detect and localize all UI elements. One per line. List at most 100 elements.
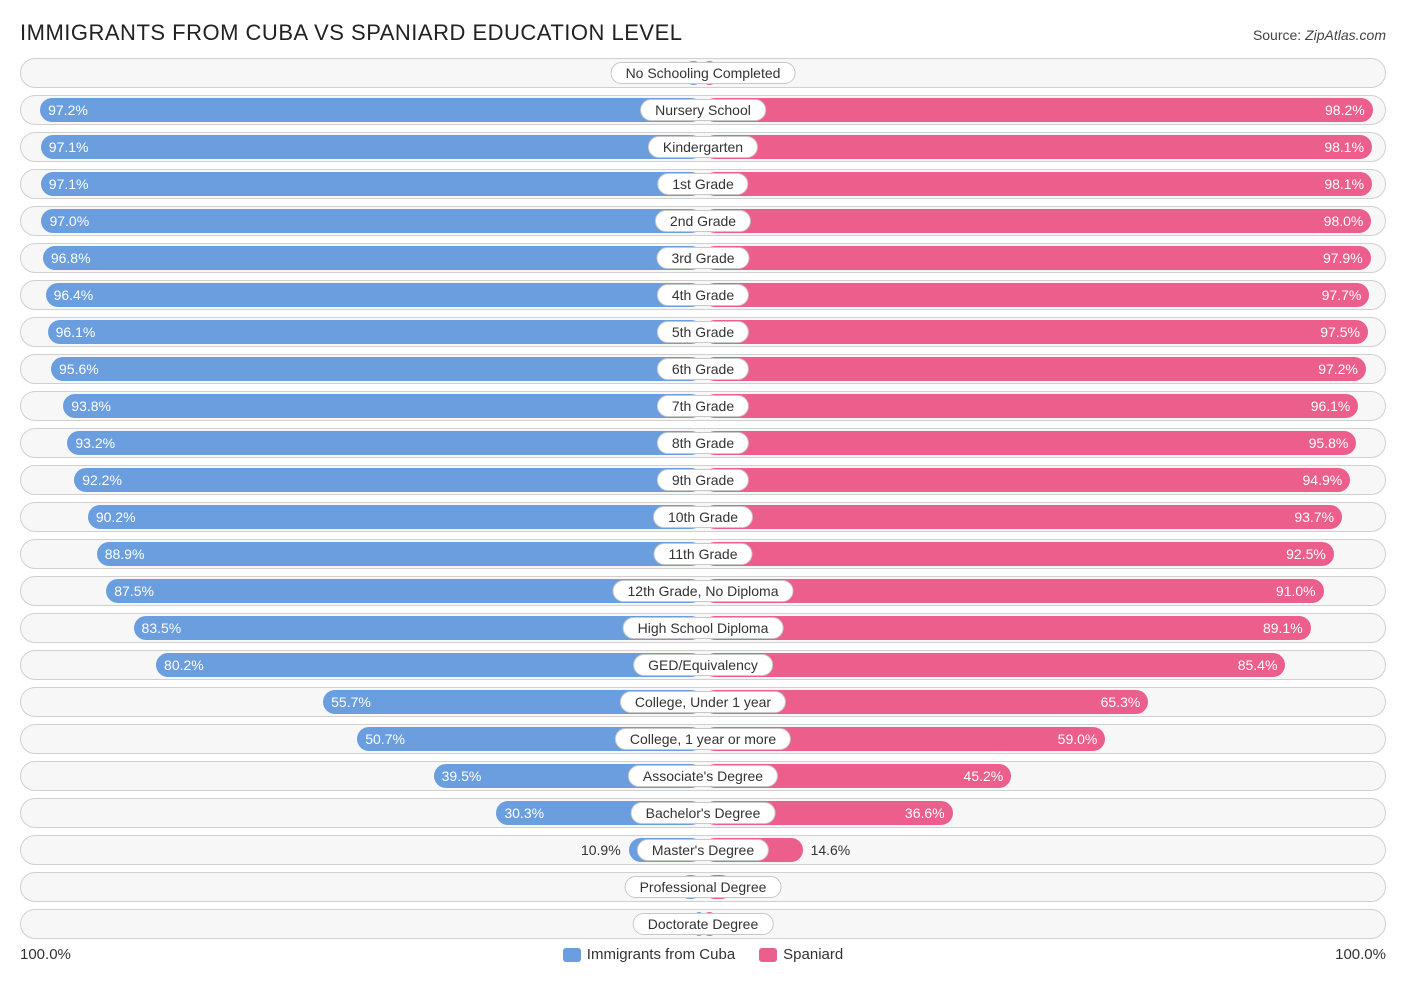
category-label: GED/Equivalency [633,654,773,676]
category-label: 1st Grade [657,173,748,195]
value-right: 93.7% [1294,509,1334,525]
chart-row: 92.2%94.9%9th Grade [20,465,1386,495]
value-right: 95.8% [1309,435,1349,451]
bar-right [703,357,1366,381]
chart-row: 1.2%1.9%Doctorate Degree [20,909,1386,939]
chart-header: IMMIGRANTS FROM CUBA VS SPANIARD EDUCATI… [20,20,1386,46]
chart-row: 97.1%98.1%Kindergarten [20,132,1386,162]
bar-right [703,468,1350,492]
bar-left [63,394,703,418]
bar-right [703,98,1373,122]
value-left: 39.5% [442,768,482,784]
chart-row: 2.8%1.9%No Schooling Completed [20,58,1386,88]
value-left: 93.8% [71,398,111,414]
bar-right [703,579,1324,603]
bar-left [41,135,703,159]
chart-row: 96.4% 97.7% 4th Grade [20,280,1386,310]
chart-row: 30.3%36.6%Bachelor's Degree [20,798,1386,828]
bar-right [703,431,1356,455]
value-right: 97.7% [1322,287,1362,303]
value-right: 59.0% [1058,731,1098,747]
value-right: 97.2% [1318,361,1358,377]
bar-right [703,209,1371,233]
legend-item-left: Immigrants from Cuba [563,946,735,963]
value-left: 10.9% [581,842,621,858]
value-left: 87.5% [114,583,154,599]
value-right: 89.1% [1263,620,1303,636]
category-label: 8th Grade [657,432,749,454]
value-right: 96.1% [1311,398,1351,414]
value-left: 96.4% [54,287,94,303]
chart-row: 3.6%4.4%Professional Degree [20,872,1386,902]
bar-right [703,542,1334,566]
chart-row: 97.2% 98.2% Nursery School [20,95,1386,125]
bar-left [41,172,703,196]
legend-label-left: Immigrants from Cuba [587,946,735,963]
chart-row: 97.1%98.1%1st Grade [20,169,1386,199]
value-left: 96.1% [56,324,96,340]
bar-right [703,616,1311,640]
chart-row: 39.5%45.2%Associate's Degree [20,761,1386,791]
chart-row: 88.9% 92.5% 11th Grade [20,539,1386,569]
legend-swatch-right [759,948,777,962]
category-label: 2nd Grade [655,210,751,232]
bar-left [41,209,703,233]
diverging-bar-chart: 2.8%1.9%No Schooling Completed 97.2% 98.2%… [20,58,1386,939]
bar-left [88,505,703,529]
value-right: 45.2% [964,768,1004,784]
value-left: 88.9% [105,546,145,562]
bar-right [703,135,1372,159]
chart-row: 97.0% 98.0% 2nd Grade [20,206,1386,236]
chart-row: 90.2%93.7%10th Grade [20,502,1386,532]
category-label: Master's Degree [637,839,769,861]
bar-right [703,283,1369,307]
legend: Immigrants from Cuba Spaniard [563,946,843,963]
bar-left [46,283,703,307]
category-label: 4th Grade [657,284,749,306]
axis-max-right: 100.0% [1335,946,1386,963]
legend-label-right: Spaniard [783,946,843,963]
value-left: 93.2% [75,435,115,451]
value-left: 55.7% [331,694,371,710]
category-label: Doctorate Degree [633,913,774,935]
chart-row: 87.5%91.0%12th Grade, No Diploma [20,576,1386,606]
value-left: 92.2% [82,472,122,488]
value-right: 85.4% [1238,657,1278,673]
value-right: 92.5% [1286,546,1326,562]
value-right: 91.0% [1276,583,1316,599]
axis-max-left: 100.0% [20,946,71,963]
category-label: Kindergarten [648,136,758,158]
category-label: 3rd Grade [656,247,749,269]
value-right: 14.6% [811,842,851,858]
chart-source: Source: ZipAtlas.com [1253,27,1386,43]
category-label: Nursery School [640,99,766,121]
bar-right [703,246,1371,270]
value-left: 83.5% [142,620,182,636]
bar-left [134,616,703,640]
value-right: 97.9% [1323,250,1363,266]
chart-row: 10.9% 14.6% Master's Degree [20,835,1386,865]
value-right: 36.6% [905,805,945,821]
bar-left [67,431,703,455]
value-left: 97.0% [49,213,89,229]
category-label: High School Diploma [623,617,784,639]
bar-right [703,394,1358,418]
value-right: 98.0% [1324,213,1364,229]
value-right: 98.2% [1325,102,1365,118]
bar-left [156,653,703,677]
bar-right [703,653,1285,677]
bar-left [43,246,703,270]
chart-row: 93.2% 95.8% 8th Grade [20,428,1386,458]
value-left: 97.2% [48,102,88,118]
chart-row: 83.5% 89.1% High School Diploma [20,613,1386,643]
legend-item-right: Spaniard [759,946,843,963]
category-label: 11th Grade [653,543,752,565]
value-left: 95.6% [59,361,99,377]
category-label: Bachelor's Degree [631,802,776,824]
bar-left [97,542,703,566]
bar-left [40,98,703,122]
chart-row: 95.6%97.2%6th Grade [20,354,1386,384]
bar-left [51,357,703,381]
chart-footer: 100.0% Immigrants from Cuba Spaniard 100… [20,946,1386,963]
category-label: College, 1 year or more [615,728,791,750]
